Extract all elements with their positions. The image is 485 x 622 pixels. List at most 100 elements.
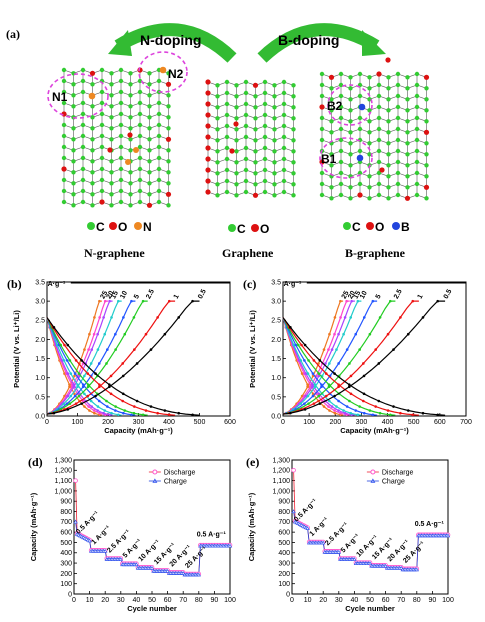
charge-point — [330, 348, 334, 351]
carbon-atom — [405, 163, 410, 168]
carbon-atom — [253, 127, 258, 132]
carbon-atom — [291, 105, 296, 110]
charge-point — [320, 385, 323, 389]
carbon-atom — [405, 152, 410, 157]
x-tick-label: 10 — [304, 597, 312, 604]
n2-label: N2 — [168, 67, 184, 81]
carbon-atom — [291, 83, 296, 88]
discharge-point — [77, 372, 81, 375]
carbon-atom — [215, 105, 220, 110]
carbon-atom — [80, 166, 86, 172]
discharge-point — [356, 413, 360, 417]
carbon-atom — [376, 93, 382, 99]
charge-point — [320, 540, 326, 545]
charge-point — [96, 348, 100, 351]
carbon-atom — [319, 82, 325, 88]
n-graphene-name: N-graphene — [84, 246, 145, 260]
carbon-atom — [118, 199, 124, 205]
x-tick-label: 200 — [102, 419, 114, 426]
rate-label: 0.5 — [443, 288, 454, 300]
x-axis-title: Cycle number — [345, 604, 395, 613]
oxygen-atom — [165, 191, 172, 197]
b-graphene-legend: C O B — [343, 220, 410, 234]
rate-label: 1 — [417, 293, 425, 300]
discharge-point — [317, 392, 321, 396]
discharge-point — [93, 411, 96, 415]
charge-point — [109, 374, 113, 378]
discharge-point — [122, 411, 125, 415]
discharge-point — [114, 405, 117, 408]
carbon-atom — [234, 83, 239, 88]
carbon-atom — [329, 185, 334, 190]
x-tick-label: 0 — [72, 597, 76, 604]
carbon-atom — [357, 170, 363, 176]
carbon-atom — [71, 159, 76, 164]
y-tick-label: 1,000 — [272, 488, 290, 495]
oxygen-atom — [127, 132, 133, 138]
carbon-atom — [253, 149, 258, 154]
discharge-point — [68, 359, 72, 362]
rate-label: 5 — [375, 293, 383, 300]
discharge-point — [123, 409, 127, 412]
carbon-atom — [376, 137, 382, 143]
x-tick-label: 90 — [211, 597, 219, 604]
discharge-point — [377, 399, 381, 403]
discharge-point — [421, 411, 425, 415]
x-tick-label: 90 — [429, 597, 437, 604]
carbon-atom — [262, 156, 268, 162]
charge-point — [74, 402, 78, 405]
carbon-atom — [128, 82, 133, 87]
discharge-point — [389, 413, 392, 417]
charge-point — [156, 316, 159, 319]
y-tick-label: 700 — [60, 519, 72, 526]
charge-point — [378, 316, 382, 319]
carbon-atom — [166, 126, 171, 131]
discharge-point — [406, 409, 410, 412]
charge-point — [333, 332, 336, 336]
discharge-point — [294, 343, 298, 347]
carbon-atom — [367, 130, 372, 135]
discharge-point — [163, 409, 167, 412]
carbon-atom — [348, 185, 353, 190]
y-axis-title: Potential (V vs. Li⁺/Li) — [12, 310, 21, 388]
carbon-atom — [118, 133, 124, 139]
n-atom — [125, 159, 131, 165]
panel-a: (a) N-doping B-doping N1 N2 B2 B1 C O — [6, 23, 430, 260]
carbon-atom — [376, 148, 382, 154]
rate-label: 0.5 A·g⁻¹ — [75, 510, 101, 536]
carbon-atom — [386, 163, 391, 168]
oxygen-atom — [233, 121, 239, 127]
carbon-atom — [338, 115, 344, 121]
carbon-atom — [348, 75, 353, 80]
carbon-atom — [357, 181, 363, 187]
charge-point — [121, 374, 125, 378]
charge-point — [367, 561, 373, 566]
charge-point — [110, 316, 113, 319]
carbon-atom — [262, 112, 268, 118]
charge-point — [313, 385, 317, 389]
carbon-atom — [291, 171, 296, 176]
charge-point — [322, 348, 326, 351]
carbon-atom — [395, 126, 401, 132]
carbon-atom — [99, 166, 105, 172]
carbon-atom — [424, 86, 429, 91]
discharge-point — [92, 409, 96, 412]
charge-point — [88, 332, 91, 336]
discharge-point — [68, 383, 71, 386]
svg-text:B: B — [401, 220, 410, 234]
carbon-atom — [243, 145, 249, 151]
carbon-atom — [137, 78, 143, 84]
panel-label: (e) — [246, 455, 259, 469]
carbon-atom — [90, 137, 95, 142]
carbon-atom — [137, 177, 143, 183]
charge-point — [311, 385, 314, 389]
discharge-point — [337, 399, 340, 403]
charge-point — [97, 362, 101, 365]
discharge-point — [83, 392, 86, 396]
charge-point — [149, 348, 153, 351]
rate-label: 1 — [173, 293, 181, 300]
carbon-atom — [281, 90, 287, 96]
carbon-atom — [338, 104, 344, 110]
x-tick-label: 80 — [195, 597, 203, 604]
legend-charge-label: Charge — [164, 479, 187, 486]
